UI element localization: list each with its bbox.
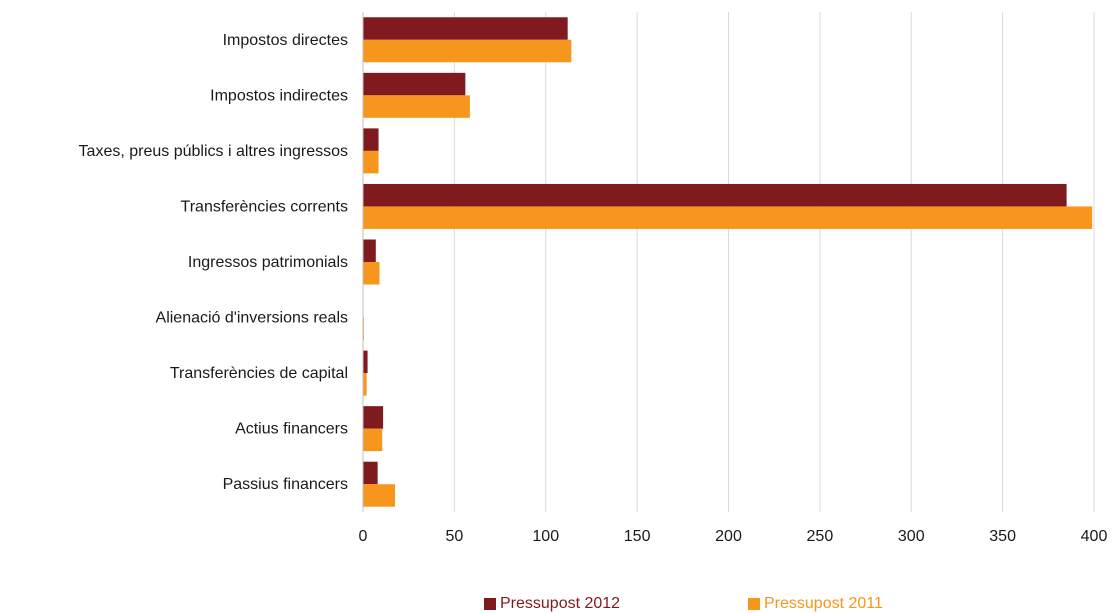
bar-2012 (363, 72, 466, 96)
category-label: Alienació d'inversions reals (156, 310, 348, 327)
bar-2011 (363, 484, 395, 507)
bar-2011 (363, 39, 572, 63)
category-label: Transferències corrents (181, 198, 348, 215)
bar-2012 (363, 128, 379, 151)
x-tick-label: 300 (898, 528, 925, 545)
bar-2011 (363, 428, 383, 452)
x-tick-labels: 0 50 100 150 200 250 300 350 400 (359, 528, 1108, 545)
bar-2012 (363, 17, 568, 40)
x-tick-label: 150 (624, 528, 651, 545)
legend-swatch (484, 598, 496, 610)
bar-2011 (363, 206, 1093, 229)
category-label: Taxes, preus públics i altres ingressos (79, 143, 348, 160)
bar-2011 (363, 373, 367, 396)
category-label: Passius financers (223, 476, 348, 493)
legend-label: Pressupost 2012 (500, 595, 621, 612)
x-tick-label: 400 (1081, 528, 1108, 545)
category-labels: Impostos directes Impostos indirectes Taxe… (79, 32, 348, 493)
legend-item-pressupost-2012: Pressupost 2012 (484, 595, 620, 613)
category-label: Actius financers (235, 421, 348, 438)
bar-2012 (363, 461, 378, 485)
x-tick-label: 100 (532, 528, 559, 545)
bar-2012 (363, 183, 1067, 207)
bar-2011 (363, 262, 380, 285)
bar-2012 (363, 350, 368, 374)
bar-2011 (363, 150, 379, 174)
bar-2011 (363, 95, 470, 118)
x-tick-label: 250 (807, 528, 834, 545)
category-label: Ingressos patrimonials (188, 254, 348, 271)
bars (363, 17, 1093, 507)
category-label: Impostos directes (223, 32, 348, 49)
legend-item-pressupost-2011: Pressupost 2011 (748, 595, 883, 613)
x-tick-label: 50 (445, 528, 463, 545)
x-tick-label: 0 (359, 528, 368, 545)
legend-swatch (748, 598, 760, 610)
bar-2012 (363, 406, 384, 429)
legend-label: Pressupost 2011 (764, 595, 883, 612)
gridlines (453, 12, 1095, 512)
category-label: Impostos indirectes (210, 87, 348, 104)
x-tick-label: 200 (715, 528, 742, 545)
bar-2012 (363, 239, 376, 262)
x-tick-label: 350 (989, 528, 1016, 545)
category-label: Transferències de capital (170, 365, 348, 382)
